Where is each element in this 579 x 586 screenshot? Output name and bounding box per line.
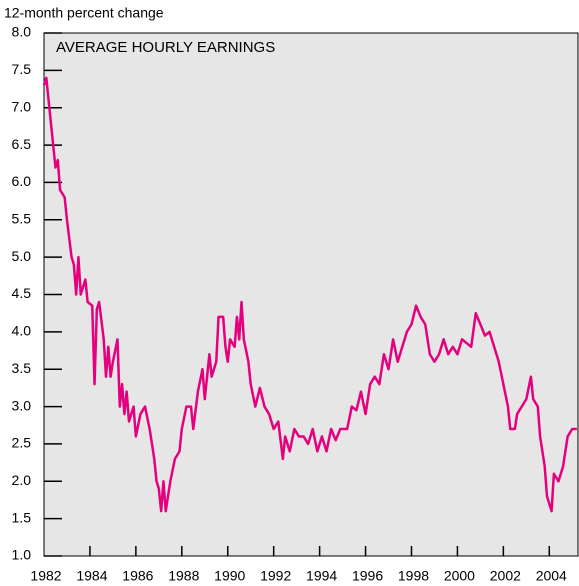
x-tick-label: 1996: [352, 568, 383, 584]
y-tick-label: 2.0: [12, 472, 32, 488]
x-tick-label: 2002: [490, 568, 521, 584]
y-tick-label: 4.0: [12, 323, 32, 339]
x-tick-label: 1982: [30, 568, 61, 584]
y-tick-label: 7.5: [12, 61, 32, 77]
x-tick-label: 1990: [214, 568, 245, 584]
data-line: [42, 76, 577, 513]
y-tick-label: 3.0: [12, 397, 32, 413]
y-tick-label: 5.0: [12, 248, 32, 264]
y-tick-label: 3.5: [12, 360, 32, 376]
plot-area: [43, 32, 579, 557]
x-tick-label: 1984: [76, 568, 107, 584]
y-tick-label: 8.0: [12, 24, 32, 40]
y-tick-label: 1.5: [12, 509, 32, 525]
y-axis-label: 12-month percent change: [4, 5, 164, 21]
x-tick-label: 1992: [260, 568, 291, 584]
chart-title: AVERAGE HOURLY EARNINGS: [56, 39, 275, 56]
x-tick-label: 1998: [398, 568, 429, 584]
x-tick-label: 2004: [536, 568, 567, 584]
x-tick-label: 1988: [168, 568, 199, 584]
y-tick-label: 6.5: [12, 136, 32, 152]
x-tick-label: 1994: [306, 568, 337, 584]
y-tick-label: 1.0: [12, 547, 32, 563]
y-tick-label: 4.5: [12, 285, 32, 301]
y-tick-label: 5.5: [12, 210, 32, 226]
x-tick-label: 1986: [122, 568, 153, 584]
y-tick-label: 6.0: [12, 173, 32, 189]
y-tick-label: 7.0: [12, 98, 32, 114]
x-tick-label: 2000: [444, 568, 475, 584]
y-tick-label: 2.5: [12, 435, 32, 451]
